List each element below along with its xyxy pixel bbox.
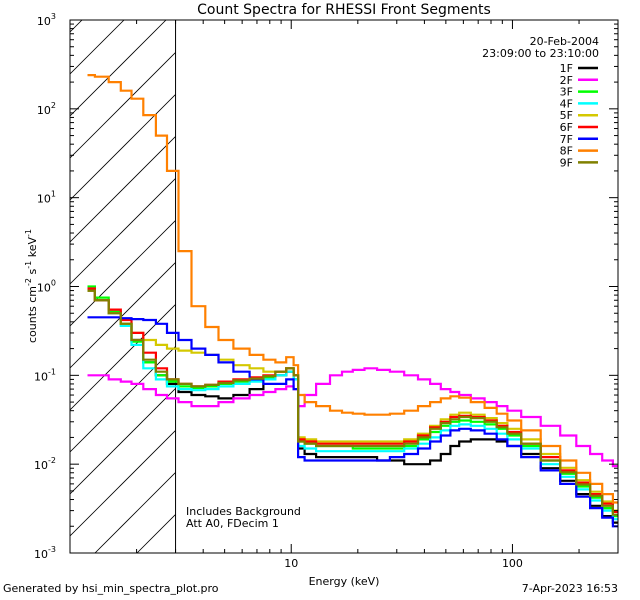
plot-frame [69,19,619,554]
legend-label: 1F [560,62,573,75]
y-tick-label: 100 [37,279,56,295]
legend-date: 20-Feb-2004 [530,35,599,48]
y-tick-label: 102 [37,101,56,117]
series-2F [87,367,618,468]
x-tick-label: 10 [284,557,298,570]
legend-label: 6F [560,121,573,134]
series-3F [87,285,618,518]
x-tick-label: 100 [502,557,523,570]
legend-label: 3F [560,86,573,99]
series-9F [87,289,618,516]
y-tick-label: 10-1 [34,367,56,383]
hatched-region [70,20,176,553]
series-7F [87,316,618,528]
legend-label: 2F [560,74,573,87]
legend-label: 7F [560,133,573,146]
legend-label: 9F [560,156,573,169]
series-8F [87,74,618,504]
footer-timestamp: 7-Apr-2023 16:53 [521,582,618,595]
legend-time-range: 23:09:00 to 23:10:00 [482,47,599,60]
chart-title: Count Spectra for RHESSI Front Segments [197,2,491,18]
y-tick-label: 10-3 [34,545,56,561]
y-tick-label: 103 [37,12,56,28]
y-tick-label: 101 [37,190,56,206]
footer-generator: Generated by hsi_min_spectra_plot.pro [3,582,219,595]
legend-label: 4F [560,97,573,110]
y-tick-label: 10-2 [34,456,56,472]
y-axis-label: counts cm-2 s-1 keV-1 [24,229,39,343]
annotation-background: Includes Background [186,505,301,518]
legend-label: 5F [560,109,573,122]
series-6F [87,287,618,513]
annotation-attenuator: Att A0, FDecim 1 [186,517,279,530]
x-axis-label: Energy (keV) [309,575,380,588]
legend-label: 8F [560,145,573,158]
